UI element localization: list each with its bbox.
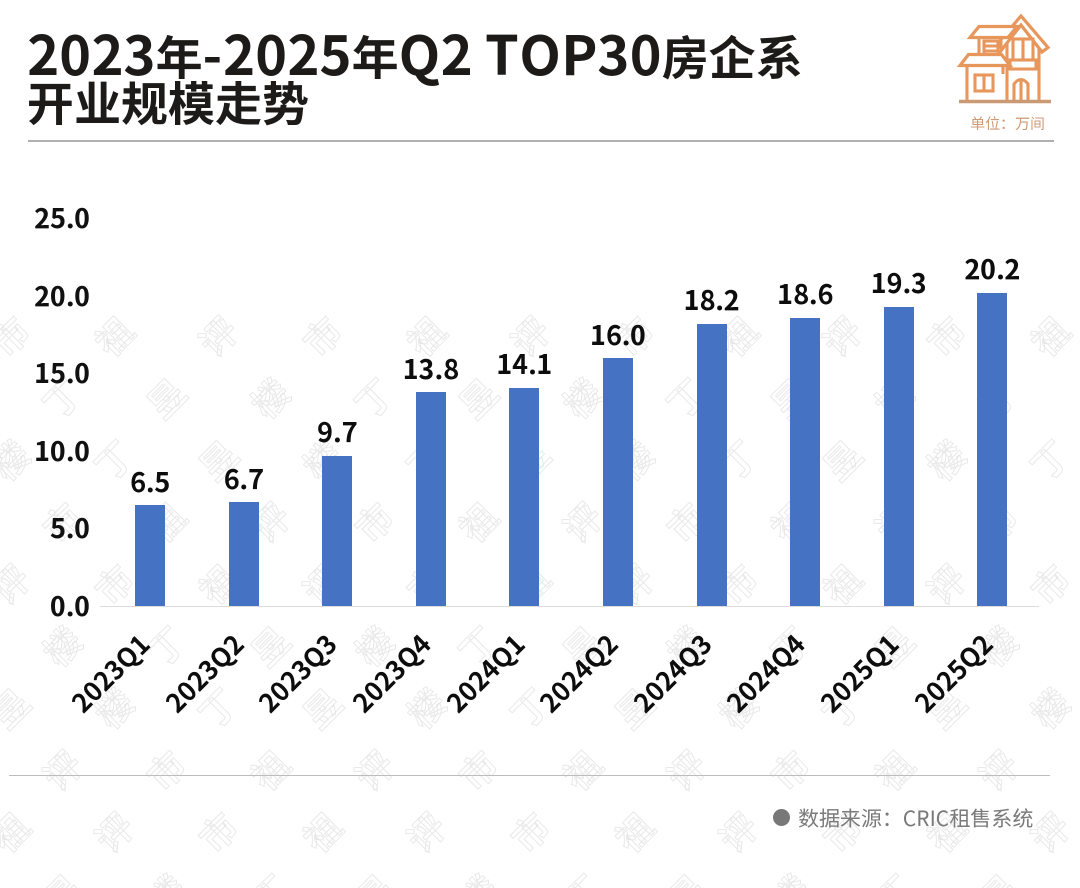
svg-text:市: 市 bbox=[758, 738, 820, 800]
svg-text:楼: 楼 bbox=[914, 428, 976, 490]
svg-text:评: 评 bbox=[706, 800, 768, 862]
svg-text:祖: 祖 bbox=[82, 304, 144, 366]
svg-text:评: 评 bbox=[342, 738, 404, 800]
svg-text:祖: 祖 bbox=[862, 738, 924, 800]
svg-text:祖: 祖 bbox=[290, 800, 352, 862]
svg-text:市: 市 bbox=[446, 738, 508, 800]
svg-text:昱: 昱 bbox=[654, 862, 716, 888]
svg-text:丁: 丁 bbox=[862, 862, 924, 888]
svg-text:昱: 昱 bbox=[30, 862, 92, 888]
svg-text:评: 评 bbox=[186, 304, 248, 366]
svg-text:祖: 祖 bbox=[238, 738, 300, 800]
svg-text:楼: 楼 bbox=[758, 862, 820, 888]
svg-text:丁: 丁 bbox=[238, 862, 300, 888]
svg-text:市: 市 bbox=[498, 800, 560, 862]
svg-text:祖: 祖 bbox=[602, 800, 664, 862]
svg-text:祖: 祖 bbox=[0, 800, 41, 862]
svg-text:祖: 祖 bbox=[1018, 304, 1080, 366]
svg-text:评: 评 bbox=[394, 800, 456, 862]
svg-text:祖: 祖 bbox=[550, 738, 612, 800]
svg-text:昱: 昱 bbox=[0, 676, 41, 738]
svg-text:昱: 昱 bbox=[134, 366, 196, 428]
svg-text:评: 评 bbox=[82, 800, 144, 862]
svg-text:楼: 楼 bbox=[446, 862, 508, 888]
svg-text:昱: 昱 bbox=[966, 862, 1028, 888]
svg-text:市: 市 bbox=[290, 304, 352, 366]
svg-text:楼: 楼 bbox=[134, 862, 196, 888]
svg-text:昱: 昱 bbox=[342, 862, 404, 888]
svg-text:评: 评 bbox=[966, 738, 1028, 800]
svg-text:丁: 丁 bbox=[550, 862, 612, 888]
svg-text:丁: 丁 bbox=[1018, 428, 1080, 490]
svg-text:市: 市 bbox=[186, 800, 248, 862]
svg-text:祖: 祖 bbox=[446, 490, 508, 552]
svg-text:评: 评 bbox=[30, 738, 92, 800]
svg-text:楼: 楼 bbox=[1018, 676, 1080, 738]
svg-text:市: 市 bbox=[914, 304, 976, 366]
svg-text:市: 市 bbox=[134, 738, 196, 800]
svg-text:评: 评 bbox=[654, 738, 716, 800]
